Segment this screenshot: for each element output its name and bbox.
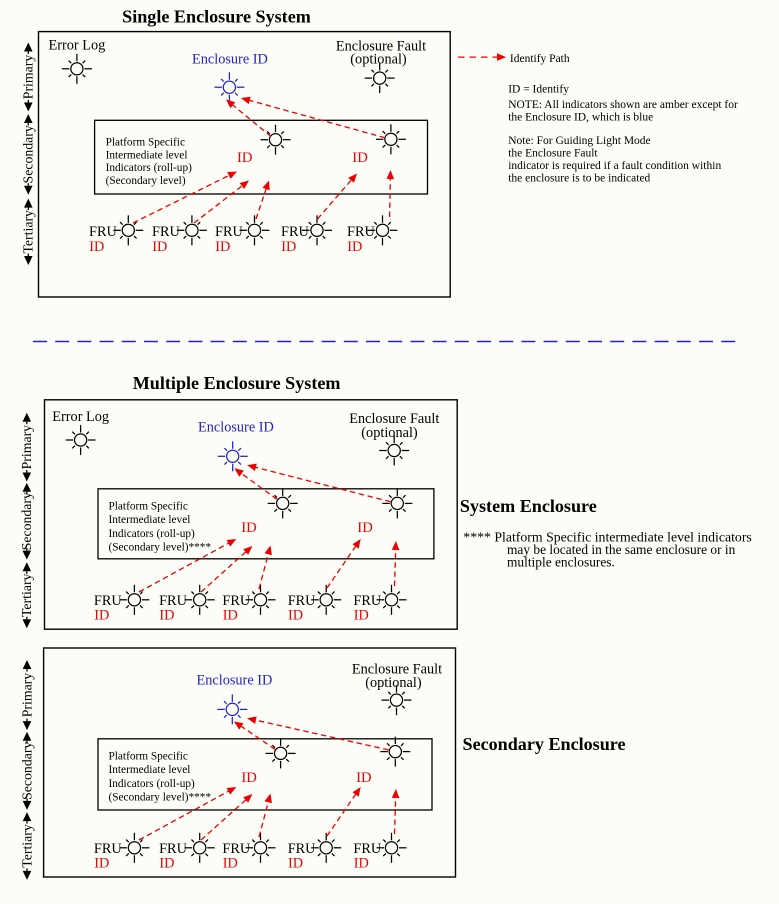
svg-text:ID: ID [89,239,104,255]
svg-text:Note: For Guiding Light Mode: Note: For Guiding Light Mode [508,135,650,147]
svg-text:FRU: FRU [94,593,122,609]
svg-text:System Enclosure: System Enclosure [460,496,597,516]
svg-text:Identify Path: Identify Path [510,53,570,65]
svg-text:FRU: FRU [159,841,187,857]
svg-text:FRU: FRU [353,593,381,609]
svg-text:Secondary: Secondary [19,742,34,800]
svg-text:ID: ID [288,607,303,623]
svg-text:ID: ID [237,150,253,166]
svg-text:Intermediate level: Intermediate level [109,764,191,776]
svg-text:ID: ID [94,607,109,623]
svg-text:ID = Identify: ID = Identify [508,83,569,95]
svg-text:Enclosure ID: Enclosure ID [192,52,268,68]
svg-text:ID: ID [281,239,296,255]
svg-text:ID: ID [347,239,362,255]
svg-text:FRU: FRU [89,224,117,240]
svg-text:may be located in the same enc: may be located in the same enclosure or … [507,542,736,557]
svg-text:Tertiary: Tertiary [21,210,36,254]
svg-text:ID: ID [159,607,174,623]
svg-text:FRU: FRU [353,841,381,857]
svg-text:(Secondary level)****: (Secondary level)**** [109,792,212,804]
svg-text:ID: ID [159,855,174,871]
svg-text:Secondary: Secondary [21,125,36,183]
svg-text:Error Log: Error Log [49,37,106,53]
svg-text:FRU: FRU [94,841,122,857]
svg-text:FRU: FRU [159,593,187,609]
svg-text:(optional): (optional) [361,425,418,441]
svg-text:(Secondary level): (Secondary level) [106,175,186,187]
svg-text:NOTE: All indicators shown are: NOTE: All indicators shown are amber exc… [508,99,738,111]
svg-text:ID: ID [223,855,238,871]
svg-text:ID: ID [288,855,303,871]
svg-text:Enclosure Fault: Enclosure Fault [349,411,439,427]
svg-text:ID: ID [152,239,167,255]
svg-text:**** Platform Specific interme: **** Platform Specific intermediate leve… [463,530,752,545]
svg-text:Indicators (roll-up): Indicators (roll-up) [109,528,196,540]
svg-text:Platform Specific: Platform Specific [109,500,188,512]
svg-text:ID: ID [241,770,257,786]
svg-text:Enclosure ID: Enclosure ID [198,420,274,436]
svg-text:Enclosure Fault: Enclosure Fault [352,662,442,678]
svg-text:ID: ID [241,520,257,536]
svg-text:Tertiary: Tertiary [19,573,34,617]
svg-text:FRU: FRU [152,224,180,240]
svg-text:FRU: FRU [222,593,250,609]
svg-text:FRU: FRU [288,841,316,857]
svg-text:FRU: FRU [215,224,243,240]
svg-text:Intermediate level: Intermediate level [106,149,188,161]
svg-text:Multiple Enclosure System: Multiple Enclosure System [133,373,341,393]
svg-text:Platform Specific: Platform Specific [109,750,188,762]
svg-text:Primary: Primary [21,55,36,100]
svg-text:(optional): (optional) [365,675,422,691]
svg-text:Tertiary: Tertiary [19,824,34,868]
svg-text:ID: ID [223,607,238,623]
svg-text:Primary: Primary [19,673,34,718]
svg-text:Platform Specific: Platform Specific [106,136,185,148]
svg-text:Single Enclosure System: Single Enclosure System [122,6,311,26]
svg-text:Primary: Primary [19,425,34,470]
svg-text:the Enclosure ID, which is blu: the Enclosure ID, which is blue [508,111,653,123]
svg-text:(Secondary level)****: (Secondary level)**** [109,542,212,554]
svg-text:ID: ID [354,855,369,871]
svg-text:Error Log: Error Log [52,409,109,425]
svg-text:ID: ID [356,770,372,786]
svg-text:ID: ID [352,150,368,166]
svg-text:Indicators (roll-up): Indicators (roll-up) [109,778,196,790]
svg-text:(optional): (optional) [350,52,407,68]
svg-text:Intermediate level: Intermediate level [109,514,191,526]
svg-text:ID: ID [354,607,369,623]
svg-text:FRU: FRU [288,593,316,609]
svg-text:the Enclosure Fault: the Enclosure Fault [508,148,598,160]
svg-text:FRU: FRU [281,224,309,240]
svg-text:FRU: FRU [222,841,250,857]
svg-text:multiple enclosures.: multiple enclosures. [507,555,615,570]
svg-text:FRU: FRU [347,224,375,240]
svg-text:Secondary Enclosure: Secondary Enclosure [463,734,626,754]
svg-text:Secondary: Secondary [19,492,34,550]
svg-text:the enclosure is to be indicat: the enclosure is to be indicated [508,173,650,185]
svg-text:Indicators (roll-up): Indicators (roll-up) [106,162,193,174]
svg-text:ID: ID [215,239,230,255]
svg-text:ID: ID [357,520,373,536]
svg-text:indicator is required if a fau: indicator is required if a fault conditi… [508,160,721,172]
svg-text:Enclosure Fault: Enclosure Fault [336,38,426,54]
svg-text:Enclosure ID: Enclosure ID [197,673,273,689]
svg-text:ID: ID [94,855,109,871]
